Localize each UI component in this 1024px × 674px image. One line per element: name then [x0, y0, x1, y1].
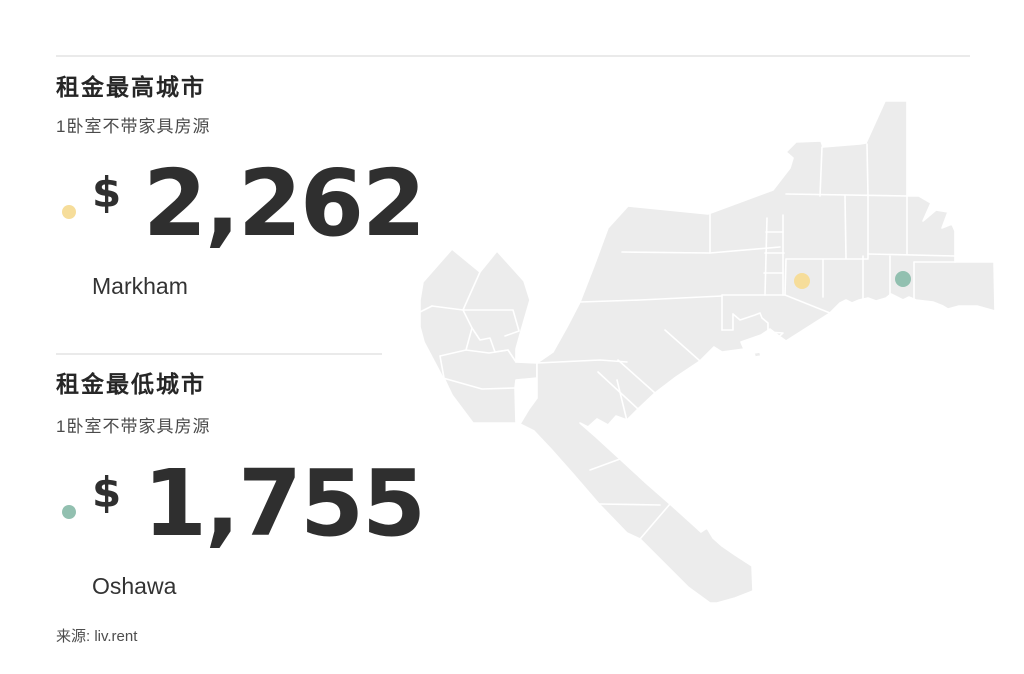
highest-rent-currency: $ [92, 168, 122, 217]
lowest-rent-title: 租金最低城市 [56, 371, 206, 397]
top-divider [56, 55, 970, 57]
source-label: 来源: liv.rent [56, 628, 138, 645]
map-marker-highest [794, 273, 810, 289]
lowest-rent-subtitle: 1卧室不带家具房源 [56, 417, 211, 436]
map-region-main [519, 100, 996, 604]
lowest-rent-bullet-dot [62, 505, 76, 519]
highest-rent-city: Markham [92, 273, 188, 299]
highest-rent-title: 租金最高城市 [56, 74, 206, 100]
map-toronto-islands [753, 351, 762, 358]
highest-rent-bullet-dot [62, 205, 76, 219]
highest-rent-amount: 2,262 [143, 150, 426, 257]
lowest-rent-currency: $ [92, 468, 122, 517]
middle-divider [56, 353, 382, 355]
lowest-rent-city: Oshawa [92, 573, 177, 599]
highest-rent-subtitle: 1卧室不带家具房源 [56, 117, 211, 136]
map-marker-lowest [895, 271, 911, 287]
lowest-rent-amount: 1,755 [143, 450, 426, 557]
